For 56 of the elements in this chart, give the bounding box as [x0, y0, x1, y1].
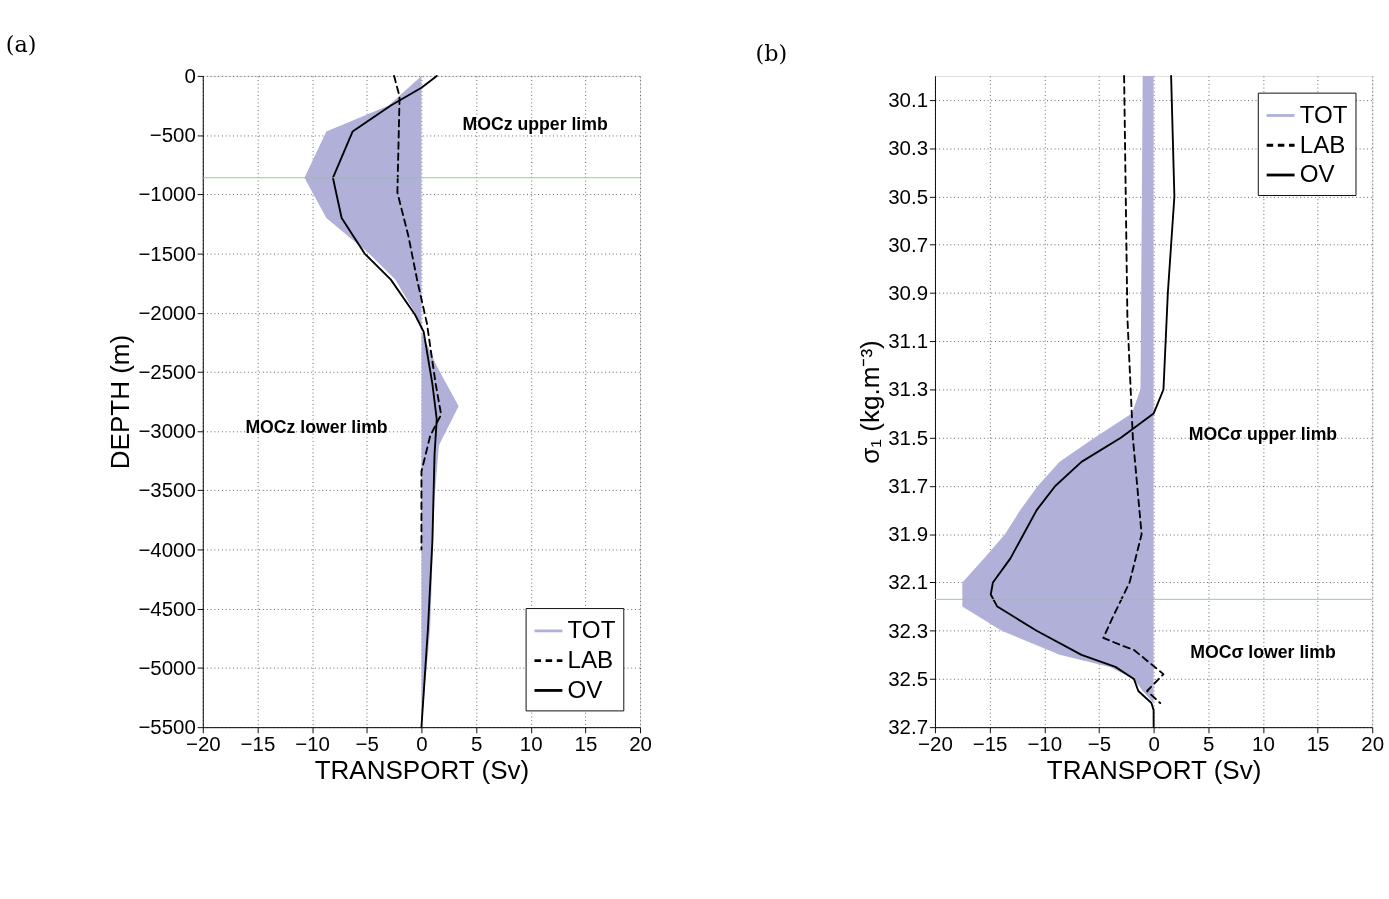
legend-label: TOT — [1299, 100, 1348, 128]
y-tick-label: 30.9 — [888, 280, 929, 304]
x-tick-label: 5 — [470, 731, 483, 755]
x-tick-label: 20 — [1361, 731, 1385, 755]
y-tick-label: 31.5 — [888, 425, 929, 449]
y-tick-label: 31.3 — [888, 377, 929, 401]
annotation: MOCσ upper limb — [1188, 423, 1338, 444]
y-tick-label: 31.1 — [888, 329, 929, 353]
x-tick-label: 0 — [1148, 731, 1160, 755]
x-tick-label: −15 — [240, 731, 276, 755]
x-tick-label: 15 — [1306, 731, 1330, 755]
y-tick-label: −4500 — [138, 596, 196, 620]
chart-title: (b) — [755, 40, 788, 67]
x-tick-label: −15 — [972, 731, 1008, 755]
y-tick-label: −3000 — [138, 419, 196, 443]
y-tick-label: 31.7 — [888, 473, 929, 497]
y-tick-label: 32.3 — [888, 618, 929, 642]
annotation: MOCz lower limb — [245, 417, 388, 438]
y-tick-label: −1500 — [138, 241, 196, 265]
y-tick-label: 30.7 — [888, 232, 929, 256]
y-tick-label: 30.5 — [888, 184, 929, 208]
x-tick-label: −10 — [1027, 731, 1063, 755]
y-tick-label: 0 — [184, 63, 196, 87]
y-tick-label: −2000 — [138, 300, 196, 324]
x-tick-label: −5 — [355, 731, 379, 755]
annotation: MOCσ lower limb — [1190, 641, 1336, 662]
y-axis-title: DEPTH (m) — [105, 334, 136, 470]
annotation: MOCz upper limb — [462, 114, 608, 135]
legend-label: OV — [567, 675, 604, 703]
y-tick-label: −500 — [149, 123, 196, 147]
y-tick-label: −4000 — [138, 537, 196, 561]
y-tick-label: 32.5 — [888, 666, 929, 690]
y-tick-label: −2500 — [138, 359, 196, 383]
x-tick-label: −10 — [295, 731, 330, 755]
y-tick-label: 30.1 — [888, 88, 929, 112]
x-tick-label: 10 — [519, 731, 543, 755]
x-axis-title: TRANSPORT (Sv) — [1046, 754, 1262, 785]
x-tick-label: −5 — [1087, 731, 1112, 755]
y-tick-label: 30.3 — [888, 136, 929, 160]
x-tick-label: 10 — [1252, 731, 1275, 755]
y-tick-label: 31.9 — [888, 522, 929, 546]
legend-label: TOT — [567, 616, 616, 644]
legend-label: LAB — [1299, 130, 1346, 158]
y-tick-label: −1000 — [138, 182, 196, 206]
x-tick-label: 15 — [574, 731, 598, 755]
x-tick-label: 20 — [629, 731, 652, 755]
x-axis-title: TRANSPORT (Sv) — [314, 754, 530, 785]
x-tick-label: 5 — [1203, 731, 1215, 755]
legend-label: OV — [1299, 160, 1336, 188]
y-tick-label: −3500 — [138, 478, 196, 502]
y-axis-title: σ₁ (kg.m⁻³) — [854, 340, 885, 464]
x-tick-label: 0 — [416, 731, 428, 755]
text: (a) — [5, 30, 37, 57]
y-tick-label: −5000 — [138, 655, 196, 679]
y-tick-label: 32.1 — [888, 570, 929, 594]
legend-label: LAB — [567, 646, 614, 674]
